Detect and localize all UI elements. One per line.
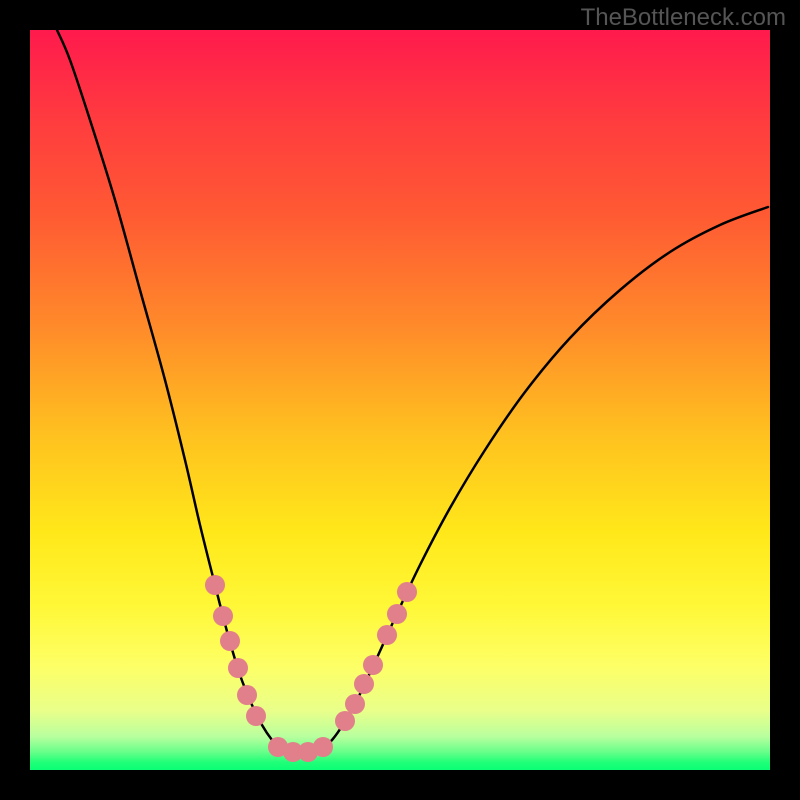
data-marker — [213, 606, 233, 626]
data-marker — [345, 694, 365, 714]
plot-area — [30, 30, 770, 770]
data-marker — [313, 737, 333, 757]
data-marker — [397, 582, 417, 602]
data-marker — [335, 711, 355, 731]
data-marker — [354, 674, 374, 694]
data-marker — [377, 625, 397, 645]
data-marker — [363, 655, 383, 675]
watermark-text: TheBottleneck.com — [581, 4, 786, 32]
data-marker — [220, 631, 240, 651]
chart-svg — [30, 30, 770, 770]
gradient-background — [30, 30, 770, 770]
data-marker — [246, 706, 266, 726]
data-marker — [205, 575, 225, 595]
data-marker — [228, 658, 248, 678]
data-marker — [387, 604, 407, 624]
data-marker — [237, 685, 257, 705]
